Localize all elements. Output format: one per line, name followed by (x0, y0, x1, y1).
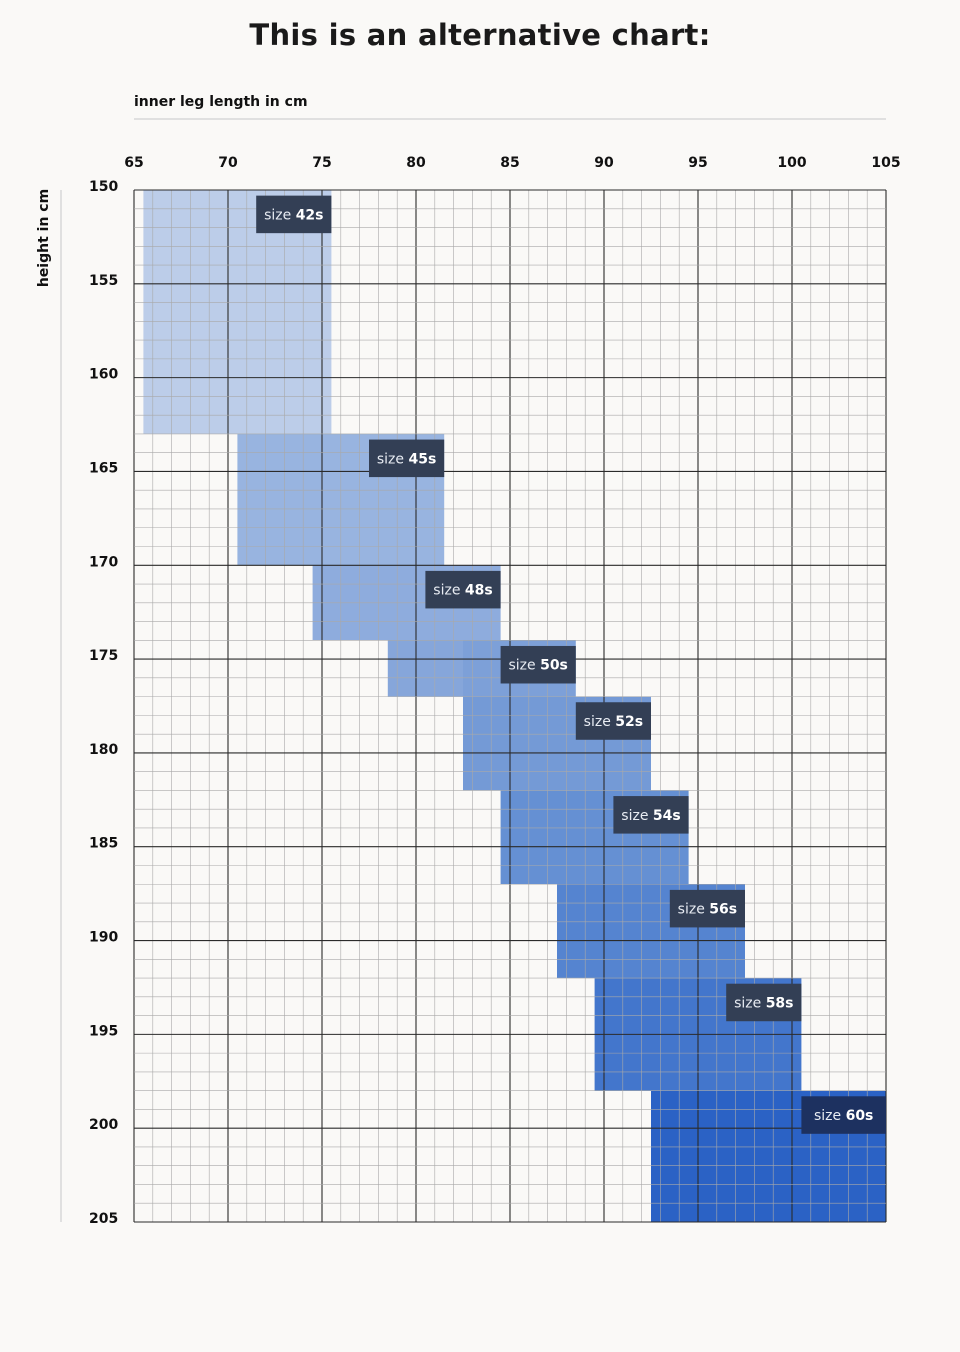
y-tick-label: 190 (89, 930, 118, 946)
size-label-bg (425, 570, 501, 609)
size-label-text: size 60s (814, 1108, 873, 1124)
size-label-bg (500, 645, 576, 684)
x-tick-label: 75 (312, 155, 331, 171)
size-label-bg (369, 439, 445, 478)
x-tick-label: 105 (871, 155, 900, 171)
x-tick-label: 70 (218, 155, 238, 171)
size-label-text: size 50s (508, 658, 567, 674)
size-label-bg (801, 1096, 886, 1134)
size-label-number: 60s (846, 1108, 874, 1124)
size-label-number: 58s (766, 995, 794, 1011)
x-tick-label: 85 (500, 155, 519, 171)
y-tick-label: 170 (89, 554, 118, 570)
size-label-54s: size 54s (613, 796, 689, 834)
axis-labels: inner leg length in cm height in cm (36, 94, 886, 1222)
size-label-bg (575, 702, 651, 740)
x-axis-label: inner leg length in cm (134, 94, 308, 110)
x-tick-label: 65 (124, 155, 143, 171)
size-label-prefix: size (678, 902, 710, 918)
size-label-56s: size 56s (669, 889, 745, 928)
size-label-52s: size 52s (575, 702, 651, 740)
y-tick-label: 165 (89, 460, 118, 476)
size-label-bg (613, 796, 689, 834)
y-axis-label: height in cm (36, 189, 52, 287)
size-label-text: size 58s (734, 995, 793, 1011)
size-label-number: 48s (465, 583, 493, 599)
size-label-prefix: size (621, 808, 653, 824)
y-tick-label: 150 (89, 179, 118, 195)
page-title: This is an alternative chart: (249, 18, 711, 52)
size-label-bg (669, 889, 745, 928)
size-label-prefix: size (433, 583, 465, 599)
x-tick-label: 100 (777, 155, 806, 171)
size-label-prefix: size (264, 207, 296, 223)
size-label-42s: size 42s (256, 195, 332, 234)
y-tick-label: 200 (89, 1117, 118, 1133)
size-label-text: size 56s (678, 902, 737, 918)
x-tick-label: 90 (594, 155, 614, 171)
size-label-50s: size 50s (500, 645, 576, 684)
x-tick-label: 80 (406, 155, 426, 171)
size-label-bg (726, 983, 802, 1022)
tick-labels: 65 70 75 80 85 90 95 100 105 150 155 160 165 170 175 18… (89, 155, 901, 1227)
size-label-text: size 52s (584, 714, 643, 730)
chart-grid (133, 189, 887, 1223)
y-tick-label: 160 (89, 367, 118, 383)
y-tick-label: 180 (89, 742, 118, 758)
size-label-number: 42s (296, 207, 324, 223)
size-label-prefix: size (377, 451, 409, 467)
size-label-45s: size 45s (369, 439, 445, 478)
size-label-prefix: size (508, 658, 540, 674)
size-label-number: 56s (709, 902, 737, 918)
size-label-number: 45s (408, 451, 436, 467)
size-regions (143, 190, 886, 1222)
y-tick-label: 195 (89, 1023, 118, 1039)
y-tick-label: 185 (89, 836, 118, 852)
size-label-number: 50s (540, 658, 568, 674)
size-label-60s: size 60s (801, 1096, 886, 1134)
size-label-prefix: size (734, 995, 766, 1011)
x-tick-label: 95 (688, 155, 707, 171)
size-label-48s: size 48s (425, 570, 501, 609)
size-label-number: 54s (653, 808, 681, 824)
y-tick-label: 175 (89, 648, 118, 664)
size-label-prefix: size (814, 1108, 846, 1124)
size-label-text: size 45s (377, 451, 436, 467)
y-tick-label: 205 (89, 1211, 118, 1227)
size-label-number: 52s (615, 714, 643, 730)
size-label-text: size 54s (621, 808, 680, 824)
size-label-58s: size 58s (726, 983, 802, 1022)
size-label-prefix: size (584, 714, 616, 730)
y-tick-label: 155 (89, 273, 118, 289)
size-label-bg (256, 195, 332, 234)
size-label-text: size 48s (433, 583, 492, 599)
size-label-text: size 42s (264, 207, 323, 223)
